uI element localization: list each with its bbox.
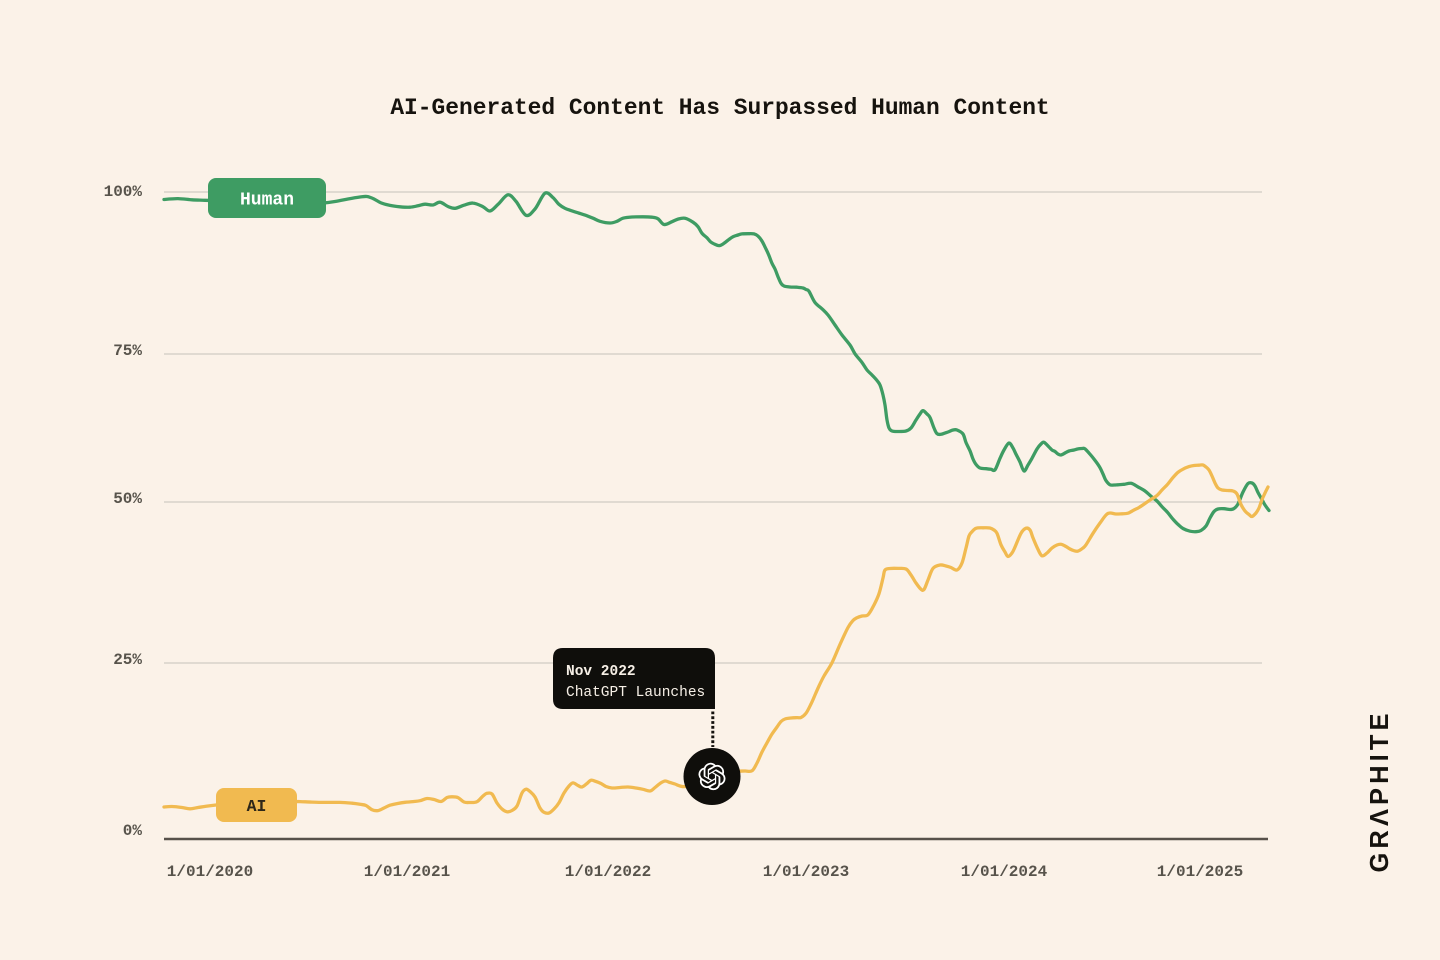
- svg-text:1/01/2024: 1/01/2024: [961, 863, 1048, 881]
- svg-text:100%: 100%: [104, 183, 143, 201]
- svg-text:ChatGPT Launches: ChatGPT Launches: [566, 685, 705, 701]
- svg-text:GRΛPHITE: GRΛPHITE: [1366, 709, 1394, 872]
- svg-text:25%: 25%: [113, 651, 142, 669]
- svg-text:75%: 75%: [113, 342, 142, 360]
- svg-text:1/01/2021: 1/01/2021: [364, 863, 450, 881]
- svg-text:Nov 2022: Nov 2022: [566, 664, 636, 680]
- svg-text:1/01/2020: 1/01/2020: [167, 863, 253, 881]
- svg-text:AI-Generated Content Has Surpa: AI-Generated Content Has Surpassed Human…: [390, 95, 1049, 121]
- svg-text:0%: 0%: [123, 822, 143, 840]
- svg-text:1/01/2022: 1/01/2022: [565, 863, 651, 881]
- svg-text:50%: 50%: [113, 490, 142, 508]
- svg-text:Human: Human: [240, 191, 294, 211]
- svg-text:1/01/2025: 1/01/2025: [1157, 863, 1243, 881]
- svg-text:1/01/2023: 1/01/2023: [763, 863, 849, 881]
- svg-text:AI: AI: [247, 797, 267, 816]
